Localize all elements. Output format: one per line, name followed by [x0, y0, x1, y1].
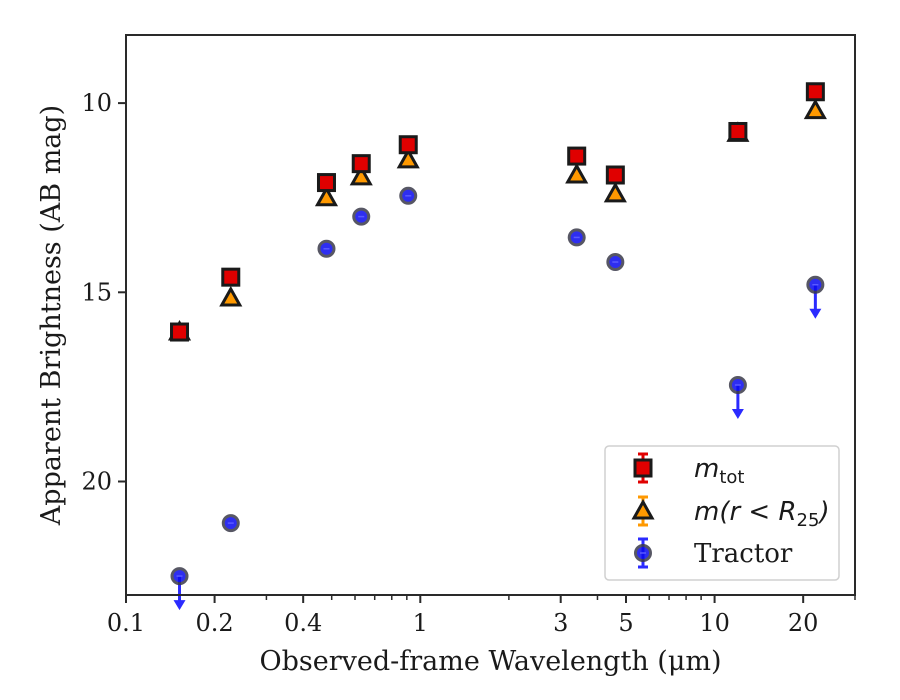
- x-tick-label: 0.2: [196, 609, 234, 637]
- legend-marker-triangle: [631, 498, 655, 520]
- data-point-square: [398, 135, 418, 155]
- x-tick-label: 3: [553, 609, 568, 637]
- data-point-square: [605, 165, 625, 185]
- data-point-square: [221, 267, 241, 287]
- marker-triangle: [219, 285, 243, 307]
- legend-label: m(r < R25): [694, 497, 830, 531]
- marker-triangle: [349, 164, 373, 186]
- data-point-triangle: [803, 98, 827, 120]
- marker-square: [805, 82, 825, 102]
- arrow-head: [731, 409, 744, 419]
- x-tick-label: 20: [788, 609, 819, 637]
- arrow-head: [173, 600, 186, 611]
- x-tick-label: 10: [699, 609, 730, 637]
- legend-label: Tractor: [694, 539, 793, 569]
- chart-marks: [167, 82, 827, 611]
- y-axis: 10 15 20: [81, 89, 126, 495]
- legend-label: mtot: [694, 454, 744, 488]
- data-point-circle: [170, 567, 189, 586]
- data-point-square: [351, 154, 371, 174]
- data-point-square: [170, 322, 190, 342]
- marker-square: [633, 458, 653, 478]
- y-tick-label: 10: [81, 89, 112, 117]
- marker-square: [170, 322, 190, 342]
- data-point-circle: [606, 253, 625, 272]
- marker-triangle: [565, 162, 589, 184]
- legend-marker-square: [633, 458, 653, 478]
- data-point-triangle: [396, 147, 420, 169]
- data-point-square: [805, 82, 825, 102]
- data-point-triangle: [603, 181, 627, 203]
- y-tick-label: 20: [81, 467, 112, 495]
- data-point-circle: [352, 207, 371, 226]
- marker-triangle: [396, 147, 420, 169]
- marker-triangle: [803, 98, 827, 120]
- arrow-head: [809, 308, 822, 319]
- marker-square: [351, 154, 371, 174]
- y-axis-label: Apparent Brightness (AB mag): [36, 105, 67, 526]
- legend-box: [604, 445, 840, 581]
- data-point-triangle: [314, 185, 339, 207]
- data-point-square: [567, 146, 587, 166]
- data-point-circle: [567, 228, 586, 247]
- data-point-circle: [317, 239, 336, 258]
- data-point-triangle: [565, 162, 589, 184]
- marker-square: [221, 267, 241, 287]
- legend: mtot m(r < R25) Tractor: [604, 445, 840, 581]
- legend-marker-circle: [634, 544, 652, 562]
- x-axis-label: Observed-frame Wavelength (μm): [259, 646, 721, 677]
- marker-square: [728, 121, 748, 141]
- data-point-triangle: [219, 285, 243, 307]
- marker-square: [316, 173, 336, 193]
- marker-square: [567, 146, 587, 166]
- data-point-circle: [806, 275, 825, 294]
- data-point-square: [728, 121, 748, 141]
- plot-frame: [125, 34, 856, 596]
- marker-triangle: [314, 185, 339, 207]
- data-point-triangle: [349, 164, 373, 186]
- x-tick-label: 1: [413, 609, 428, 637]
- marker-triangle: [603, 181, 627, 203]
- data-point-circle: [399, 186, 418, 205]
- marker-square: [398, 135, 418, 155]
- data-point-square: [316, 173, 336, 193]
- data-point-circle: [221, 514, 240, 533]
- marker-triangle: [631, 498, 655, 520]
- marker-square: [605, 165, 625, 185]
- x-tick-label: 5: [618, 609, 633, 637]
- y-tick-label: 15: [81, 278, 112, 306]
- x-axis: 0.1 0.2 0.4 1 3 5 10 20: [107, 595, 856, 637]
- x-tick-label: 0.1: [107, 609, 145, 637]
- data-point-circle: [728, 376, 747, 394]
- x-tick-label: 0.4: [284, 609, 322, 637]
